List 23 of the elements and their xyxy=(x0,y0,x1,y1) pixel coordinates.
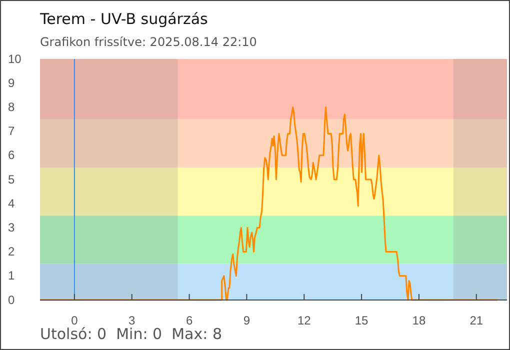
chart-subtitle: Grafikon frissítve: 2025.08.14 22:10 xyxy=(40,35,257,49)
y-tick-label: 8 xyxy=(8,100,15,114)
text: Utolsó: 0 Min: 0 Max: 8 xyxy=(40,325,222,343)
y-tick-label: 3 xyxy=(8,220,15,235)
x-tick-label: 6 xyxy=(186,314,193,328)
y-tick-label: 9 xyxy=(8,76,15,90)
y-tick-label: 2 xyxy=(8,244,15,259)
y-tick-label: 10 xyxy=(8,52,22,66)
y-tick-label: 5 xyxy=(8,172,15,186)
y-tick-label: 4 xyxy=(8,196,15,210)
x-tick-label: 12 xyxy=(297,314,312,328)
y-tick-label: 7 xyxy=(8,124,15,138)
x-tick-label: 18 xyxy=(412,314,426,328)
x-tick-label: 21 xyxy=(470,314,484,328)
x-tick-label: 3 xyxy=(128,314,136,328)
line-series xyxy=(39,106,498,301)
y-tick-label: 6 xyxy=(8,148,15,162)
y-tick-label: 1 xyxy=(8,268,15,283)
chart-title: Terem - UV-B sugárzás xyxy=(39,10,208,28)
x-tick-label: 15 xyxy=(354,314,369,328)
x-tick-label: 9 xyxy=(243,314,250,328)
y-tick-label: 0 xyxy=(8,292,15,307)
x-tick-label: 0 xyxy=(71,314,78,328)
